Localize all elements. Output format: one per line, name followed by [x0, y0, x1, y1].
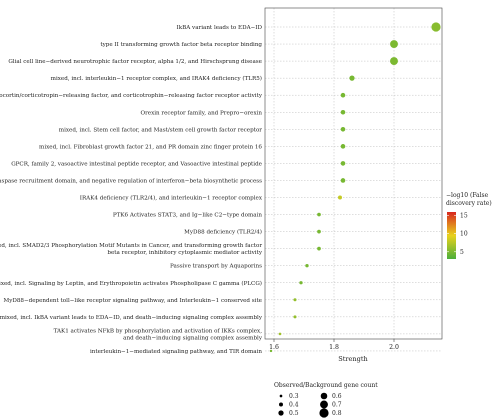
- color-legend-title-line-2: discovery rate): [446, 200, 492, 207]
- data-points: [269, 22, 441, 353]
- category-label: mixed, incl. IkBA variant leads to EDA−I…: [0, 315, 263, 321]
- size-legend-label: 0.5: [289, 410, 299, 417]
- size-legend-label: 0.8: [332, 410, 342, 417]
- size-legend: Observed/Background gene count 0.3 0.40.5…: [274, 382, 378, 418]
- size-legend-dot: [319, 408, 329, 418]
- category-label: Glial cell line−derived neurotrophic fac…: [8, 59, 262, 65]
- category-label: MyD88−dependent toll−like receptor signa…: [3, 298, 262, 304]
- category-label: Passive transport by Aquaporins: [170, 264, 262, 270]
- data-point: [293, 315, 297, 319]
- category-label: MyD88 deficiency (TLR2/4): [184, 229, 262, 236]
- size-legend-label: 0.7: [332, 402, 342, 409]
- color-legend-bar: [447, 212, 456, 259]
- data-point: [317, 229, 321, 234]
- category-label: mixed, incl. interleukin−1 receptor comp…: [51, 75, 262, 82]
- data-point: [338, 195, 342, 200]
- color-legend: −log10 (False discovery rate) 15 10 5: [446, 192, 492, 259]
- data-point: [293, 298, 297, 302]
- data-point: [278, 332, 282, 336]
- data-point: [431, 22, 441, 32]
- category-labels: IkBA variant leads to EDA−ID type II tran…: [0, 25, 263, 355]
- color-legend-ticks: 15 10 5: [447, 213, 468, 256]
- category-label: Urocortin/corticotropin−releasing factor…: [0, 93, 263, 99]
- size-legend-items: 0.3 0.40.5 0.6 0.70.8: [278, 392, 342, 418]
- color-legend-title-line-1: −log10 (False: [446, 192, 489, 199]
- data-point: [340, 144, 346, 149]
- size-legend-dot: [278, 410, 284, 416]
- size-legend-dot: [320, 392, 328, 400]
- color-legend-tick-label: 15: [460, 213, 468, 220]
- category-label: PTK6 Activates STAT3, and Ig−like C2−typ…: [113, 213, 263, 219]
- x-tick-label: 1.8: [329, 344, 339, 351]
- category-label: mixed, incl. SMAD2/3 Phosphorylation Mot…: [0, 243, 262, 249]
- data-point: [390, 40, 398, 48]
- data-point: [317, 246, 321, 251]
- data-point: [340, 126, 346, 132]
- data-point: [305, 264, 309, 268]
- size-legend-label: 0.3: [289, 393, 299, 400]
- data-point: [390, 57, 398, 66]
- data-point: [340, 178, 346, 183]
- category-label: beta receptor, inhibitory cytoplasmic me…: [107, 250, 262, 256]
- color-legend-tick-label: 5: [460, 249, 464, 256]
- category-label: and death−inducing signaling complex ass…: [123, 335, 263, 341]
- size-legend-title: Observed/Background gene count: [274, 382, 378, 389]
- x-axis-ticks: 1.6 1.8 2.0: [269, 339, 399, 351]
- data-point: [269, 349, 273, 353]
- category-label: mixed, incl. Signaling by Leptin, and Er…: [0, 280, 262, 287]
- size-legend-dot: [279, 402, 283, 407]
- data-point: [340, 109, 346, 115]
- category-label: mixed, incl. Fibroblast growth factor 21…: [39, 144, 262, 150]
- category-label: Caspase recruitment domain, and negative…: [0, 178, 262, 184]
- data-point: [317, 212, 321, 217]
- category-label: TAK1 activates NFkB by phosphorylation a…: [54, 328, 263, 334]
- size-legend-label: 0.6: [332, 393, 342, 400]
- x-tick-label: 1.6: [269, 344, 279, 351]
- x-tick-label: 2.0: [389, 344, 399, 351]
- x-axis-title: Strength: [338, 355, 368, 363]
- category-label: IRAK4 deficiency (TLR2/4), and interleuk…: [80, 195, 263, 202]
- data-point: [299, 281, 303, 285]
- size-legend-dot: [279, 394, 283, 398]
- grid: [265, 8, 442, 352]
- data-point: [340, 161, 346, 166]
- size-legend-dot: [320, 400, 328, 409]
- color-legend-tick-label: 10: [460, 231, 468, 238]
- data-point: [349, 75, 355, 81]
- category-label: type II transforming growth factor beta …: [100, 42, 262, 48]
- plot-panel-border: [264, 7, 443, 340]
- category-label: GPCR, family 2, vasoactive intestinal pe…: [11, 161, 262, 167]
- size-legend-label: 0.4: [289, 402, 299, 409]
- category-label: Orexin receptor family, and Prepro−orexi…: [141, 110, 263, 116]
- category-label: mixed, incl. Stem cell factor, and Mast/…: [59, 127, 263, 133]
- category-label: interleukin−1−mediated signaling pathway…: [90, 349, 262, 355]
- data-point: [340, 92, 346, 98]
- category-label: IkBA variant leads to EDA−ID: [177, 25, 263, 31]
